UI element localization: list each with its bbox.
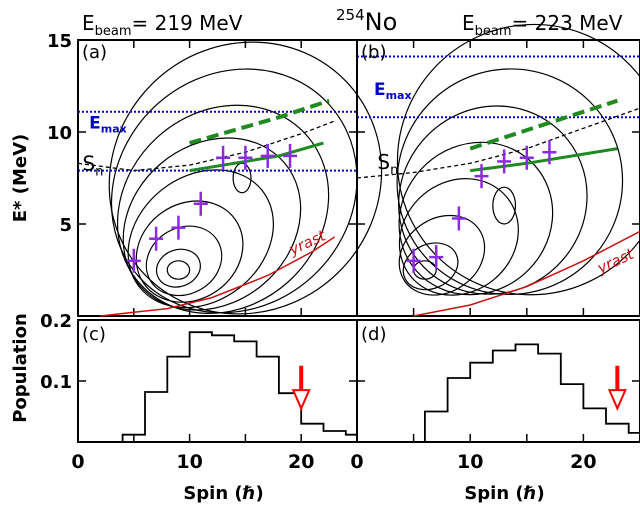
beam-energy-left: Ebeam= 219 MeV [82, 11, 243, 39]
panel-label: (b) [361, 42, 386, 63]
y-tick-label: 10 [47, 123, 72, 144]
sn-label: Sn [377, 150, 398, 178]
histogram-bar [629, 433, 640, 442]
y-tick-label: 0.2 [40, 311, 72, 332]
contour-line [492, 186, 517, 225]
contour-line [396, 23, 640, 296]
green-solid-curve [189, 141, 324, 173]
panel-c: 0 10 20 0.1 0.2 (c) Spin (ℏ) [40, 311, 358, 504]
histogram-bar [538, 354, 561, 442]
x-axis-label: Spin (ℏ) [183, 483, 263, 504]
histogram-bar [606, 424, 629, 442]
x-tick-label: 20 [570, 451, 596, 473]
green-dashed-curve [469, 98, 619, 151]
x-tick-label: 10 [457, 451, 483, 473]
contour-line [413, 260, 437, 280]
histogram-bar [234, 341, 256, 442]
contour-line [398, 214, 486, 296]
histogram-bar [470, 363, 493, 442]
panel-label: (d) [361, 324, 386, 345]
yrast-curve [413, 230, 640, 317]
histogram-bar [425, 412, 448, 443]
x-tick-label: 0 [350, 451, 363, 473]
histogram-bar [190, 332, 212, 442]
contour-line [108, 41, 383, 315]
x-tick-label: 0 [71, 451, 84, 473]
histogram-bar [561, 384, 584, 442]
nucleus-label: 254No [336, 6, 397, 36]
histogram-bar [212, 335, 234, 442]
contour-line [122, 137, 302, 311]
contour-line [127, 169, 274, 309]
y-tick-label: 0.1 [40, 372, 72, 393]
contour-line [116, 104, 330, 314]
x-tick-label: 20 [288, 451, 314, 473]
x-axis-label: Spin (ℏ) [464, 483, 544, 504]
contour-line [155, 248, 201, 288]
arrow-head [291, 389, 311, 411]
beam-energy-right: Ebeam= 223 MeV [462, 11, 623, 39]
histogram-bar [515, 344, 538, 442]
arrow-head [607, 389, 627, 411]
histogram-step [357, 343, 640, 443]
contour-line [398, 178, 519, 296]
panel-frame [356, 39, 640, 317]
emax-label: Emax [374, 80, 412, 102]
histogram-bar [448, 378, 471, 442]
contour-line [396, 68, 624, 296]
contour-line [166, 260, 191, 280]
panel-label: (a) [82, 42, 107, 63]
y-axis-label-energy: E* (MeV) [10, 134, 31, 222]
panel-d: 0 10 20 (d) Spin (ℏ) [350, 319, 640, 504]
contour-line [110, 68, 358, 314]
green-solid-curve [470, 147, 618, 173]
y-tick-label: 5 [59, 215, 72, 236]
y-tick-label: 15 [47, 31, 72, 52]
histogram-bar [346, 435, 357, 442]
histogram-bar [301, 424, 323, 442]
contour-line [402, 242, 459, 291]
histogram-bar [324, 431, 346, 442]
yrast-curve [100, 236, 336, 317]
contour-line [135, 200, 244, 303]
panel-label: (c) [82, 324, 106, 345]
histogram-bar [583, 408, 606, 442]
panel-b: (b) Emax Sn yrast [356, 23, 640, 317]
sn-curve [356, 107, 640, 179]
emax-label: Emax [89, 113, 127, 135]
x-tick-label: 10 [176, 451, 202, 473]
contour-line [398, 105, 588, 295]
histogram-bar [257, 357, 279, 442]
yrast-label: yrast [594, 244, 638, 277]
histogram-bar [145, 392, 167, 442]
histogram-step [78, 331, 357, 443]
green-dashed-curve [189, 98, 330, 145]
histogram-bar [167, 357, 189, 442]
y-axis-label-population: Population [10, 313, 31, 423]
contour-line [398, 141, 554, 296]
sn-label: Sn [82, 152, 103, 180]
histogram-bar [493, 351, 516, 443]
